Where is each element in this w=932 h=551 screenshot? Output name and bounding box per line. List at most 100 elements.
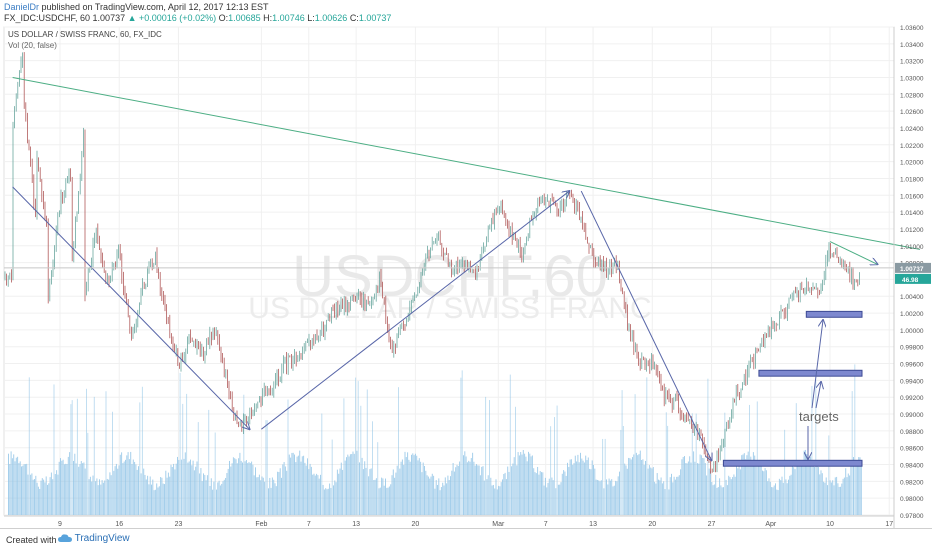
volume-bar [737,468,739,515]
volume-bar [778,478,780,515]
volume-bar [242,462,243,515]
volume-bar [659,480,661,515]
volume-bar [707,378,709,515]
volume-bar [364,461,366,515]
volume-bar [424,465,425,515]
volume-bar [411,454,412,515]
volume-bar [305,465,307,515]
volume-bar [304,462,306,515]
volume-bar [208,409,210,515]
volume-bar [667,425,669,515]
volume-bar [741,455,743,515]
volume-bar [804,449,806,515]
volume-bar [486,479,488,515]
volume-bar [210,478,212,515]
volume-bar [742,454,744,515]
volume-bar [320,474,321,515]
y-tick-label: 0.98400 [900,463,924,470]
y-tick-label: 0.98800 [900,429,924,436]
volume-bar [35,475,37,515]
y-tick-label: 0.97800 [900,513,924,520]
volume-bar [34,479,35,515]
volume-bar [44,482,46,515]
volume-bar [265,420,267,515]
volume-bar [552,480,554,515]
volume-bar [496,489,498,515]
volume-bar [329,483,331,515]
volume-bar [80,461,82,515]
volume-bar [342,469,344,515]
volume-bar [292,452,294,515]
volume-bar [36,482,38,515]
volume-bar [802,463,804,515]
volume-bar [563,470,565,515]
volume-bar [850,464,852,515]
volume-bar [271,477,273,515]
volume-bar [83,462,85,515]
volume-bar [820,470,822,515]
volume-bar [303,455,305,515]
volume-bar [600,480,602,515]
volume-bar [489,400,490,515]
volume-bar [62,459,64,515]
tradingview-brand[interactable]: TradingView [58,533,130,544]
volume-bar [673,476,675,515]
ohlc-line: FX_IDC:USDCHF, 60 1.00737 ▲ +0.00016 (+0… [4,13,391,23]
volume-bar [128,459,130,515]
volume-bar [808,459,810,515]
volume-bar [498,485,500,515]
author-link[interactable]: DanielDr [4,2,40,12]
volume-bar [334,480,336,515]
volume-bar [348,456,350,515]
volume-bar [634,394,636,515]
volume-bar [387,487,389,515]
volume-bar [846,477,848,515]
volume-bar [327,488,329,515]
watermark-symbol: USDCHF,60 [292,244,608,309]
volume-bar [751,460,753,515]
volume-bar [494,488,496,515]
volume-bar [110,475,112,515]
volume-bar [777,490,779,515]
volume-bar [697,463,698,515]
volume-bar [105,391,107,515]
volume-bar [126,455,128,515]
volume-bar [359,462,360,515]
volume-bar [92,475,94,515]
y-tick-label: 0.99800 [900,345,924,352]
volume-bar [244,461,246,515]
volume-bar [407,452,409,515]
volume-bar [801,463,802,515]
volume-bar [147,475,149,515]
volume-bar [160,477,162,515]
volume-bar [229,460,230,515]
volume-bar [522,450,524,515]
volume-bar [477,465,479,515]
volume-bar [457,465,459,515]
volume-bar [11,458,13,515]
volume-bar [821,473,823,515]
volume-bar [790,474,792,515]
volume-bar [661,483,663,515]
volume-bar [603,488,605,515]
volume-bar [17,456,19,515]
y-tick-label: 1.03600 [900,25,924,32]
volume-bar [628,457,630,515]
volume-bar [632,457,633,515]
volume-bar [349,454,351,515]
volume-bar [161,477,163,515]
volume-bar [154,489,156,515]
x-tick-label: 20 [411,521,419,528]
volume-bar [174,469,176,515]
volume-bar [469,461,471,515]
volume-bar [18,463,20,515]
volume-bar [690,462,692,515]
volume-bar [114,466,116,515]
volume-bar [660,477,662,515]
volume-bar [290,457,292,515]
volume-bar [581,458,583,515]
volume-bar [225,477,227,515]
volume-bar [491,485,493,515]
volume-bar [346,457,347,515]
